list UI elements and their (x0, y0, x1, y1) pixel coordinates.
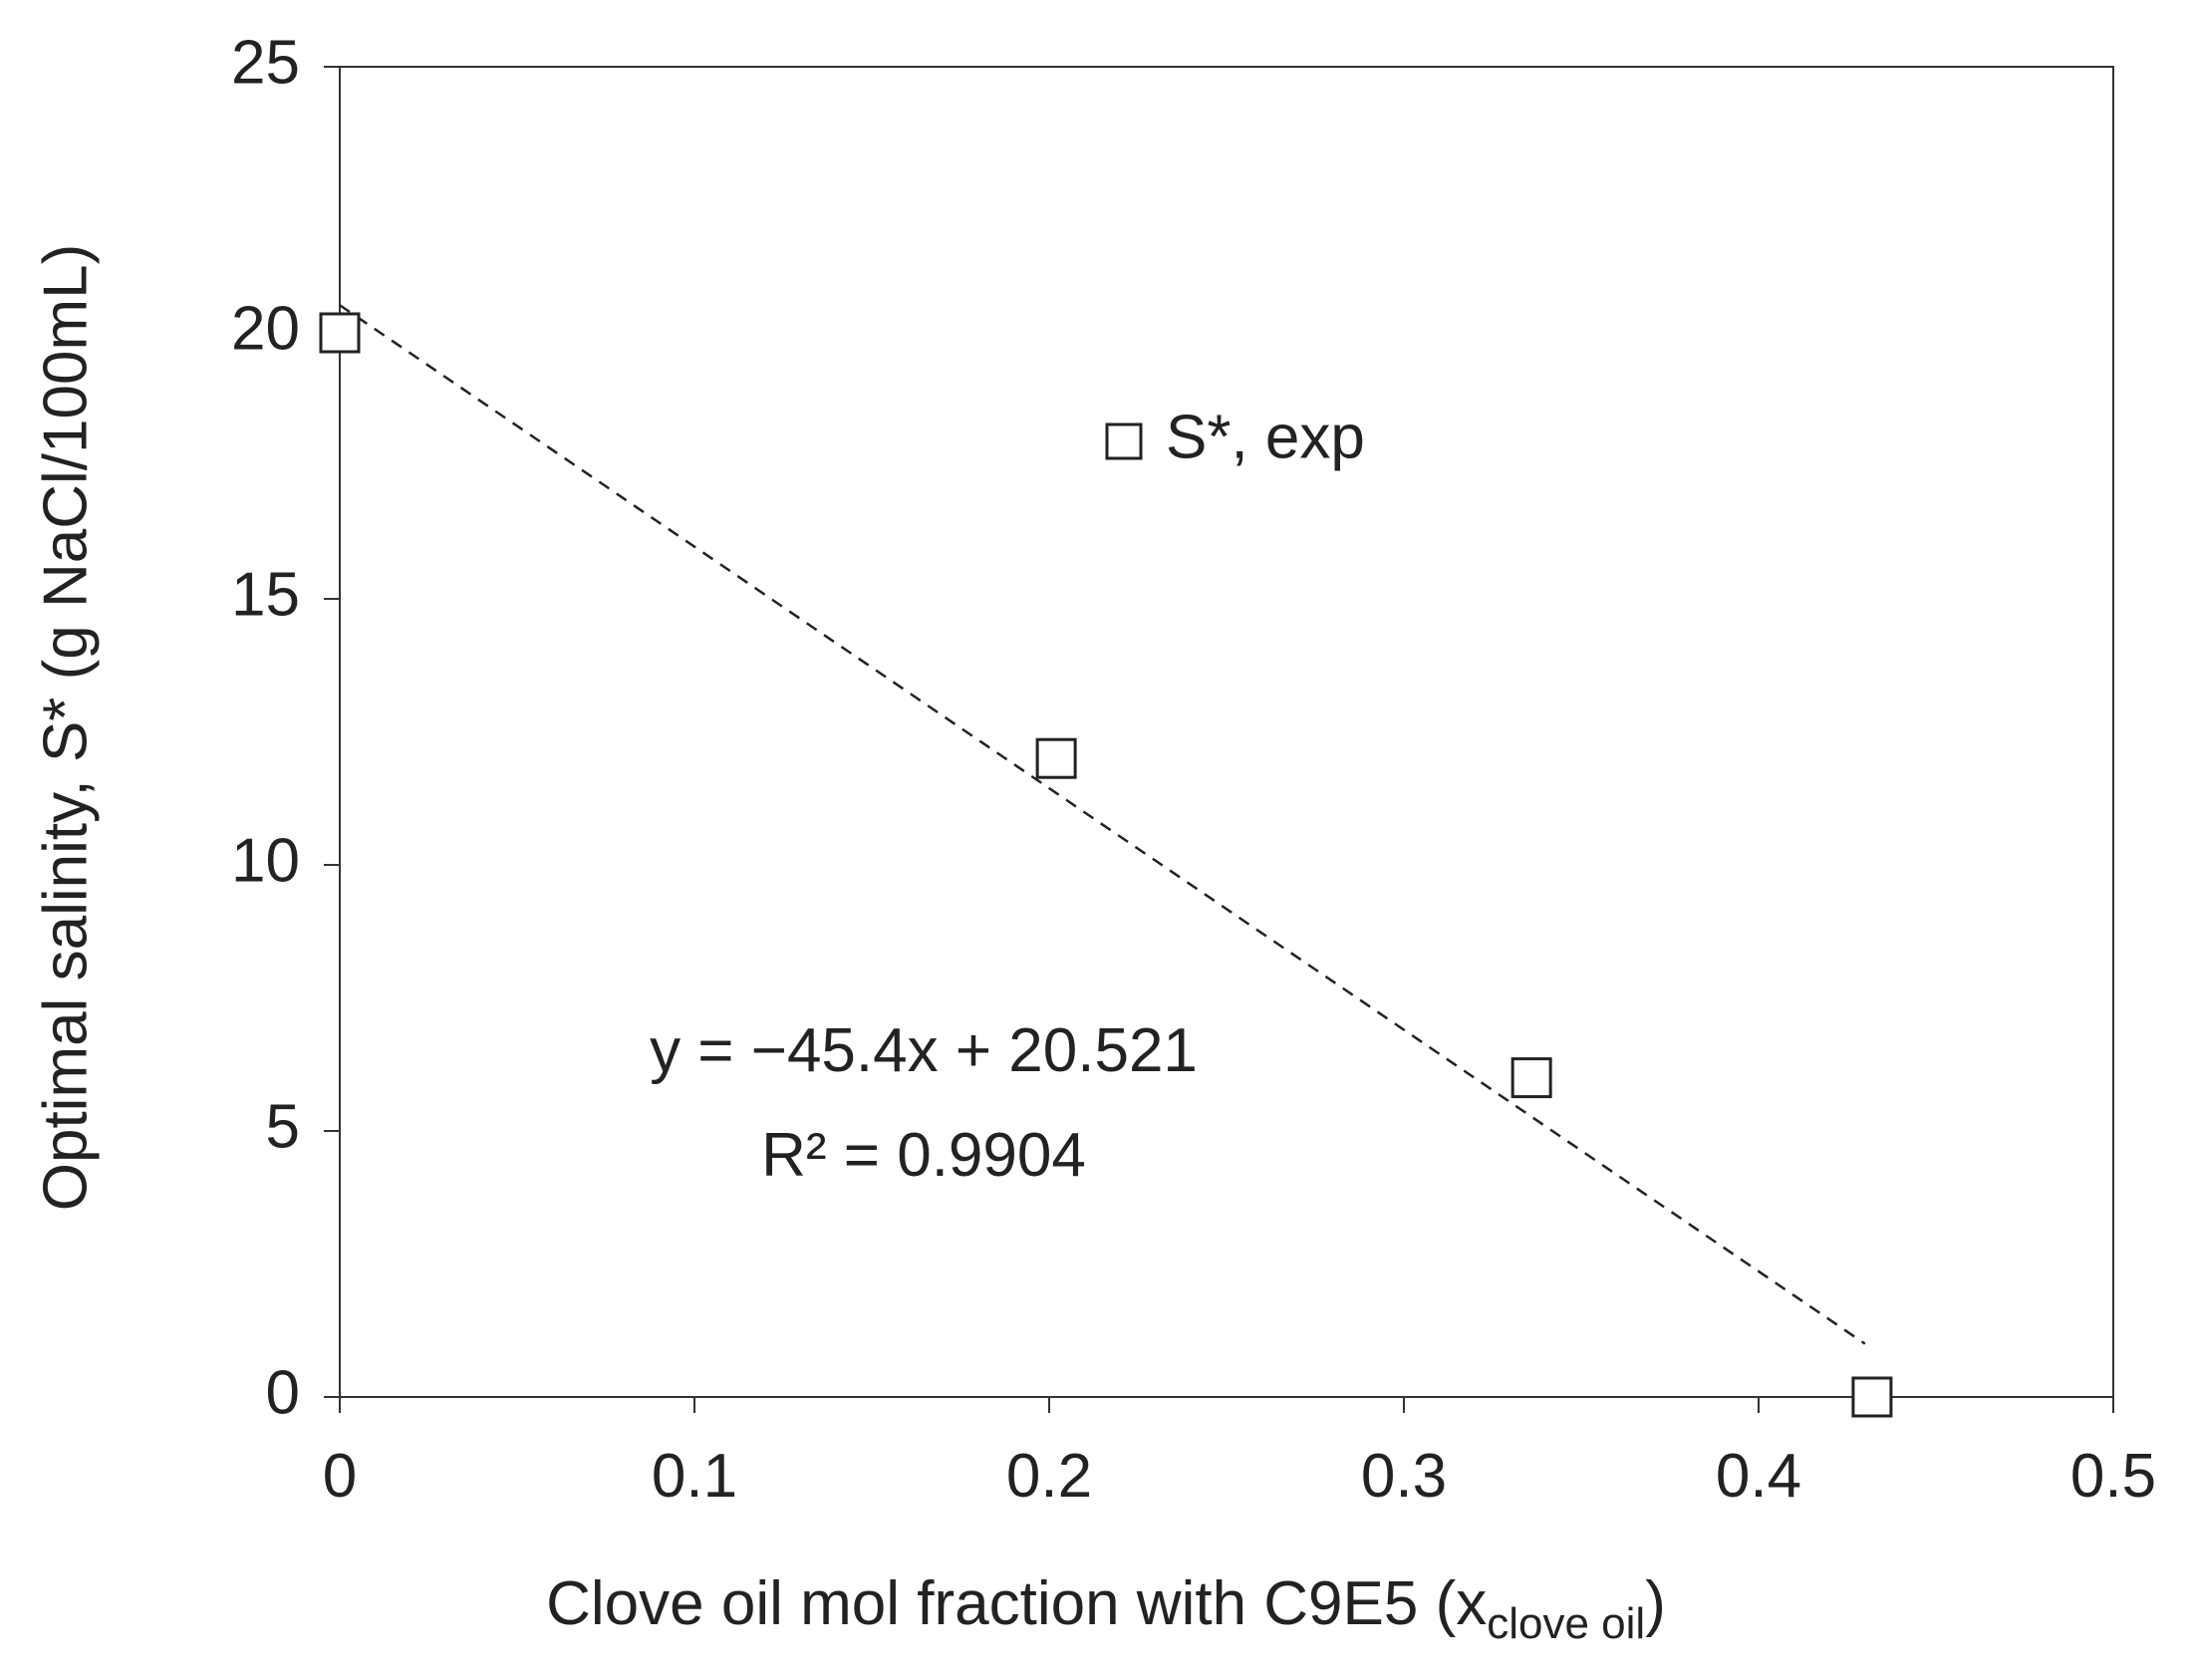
marker (1510, 1057, 1552, 1099)
equation: y = −45.4x + 20.521 (650, 1016, 1198, 1085)
x-tick-label: 0.1 (652, 1442, 737, 1511)
marker (1851, 1376, 1893, 1418)
x-tick-label: 0.5 (2070, 1442, 2156, 1511)
y-tick-label: 10 (231, 826, 300, 895)
y-tick-label: 25 (231, 28, 300, 97)
x-tick-label: 0.3 (1361, 1442, 1447, 1511)
x-tick-label: 0.2 (1006, 1442, 1092, 1511)
marker (1035, 737, 1077, 779)
x-tick-label: 0 (323, 1442, 357, 1511)
x-tick-label: 0.4 (1716, 1442, 1801, 1511)
legend-label: S*, exp (1166, 403, 1365, 471)
y-axis-label: Optimal salinity, S* (g NaCl/100mL) (31, 244, 100, 1212)
r-squared: R² = 0.9904 (761, 1121, 1086, 1190)
plot-frame (339, 66, 2114, 1398)
y-tick-label: 15 (231, 560, 300, 629)
y-tick-label: 0 (266, 1358, 300, 1427)
marker (319, 312, 361, 354)
x-axis-label: Clove oil mol fraction with C9E5 (xclove… (546, 1569, 1666, 1648)
legend-marker (1105, 422, 1143, 460)
y-tick-label: 20 (231, 294, 300, 363)
y-tick-label: 5 (266, 1092, 300, 1161)
trendline (339, 304, 1866, 1345)
